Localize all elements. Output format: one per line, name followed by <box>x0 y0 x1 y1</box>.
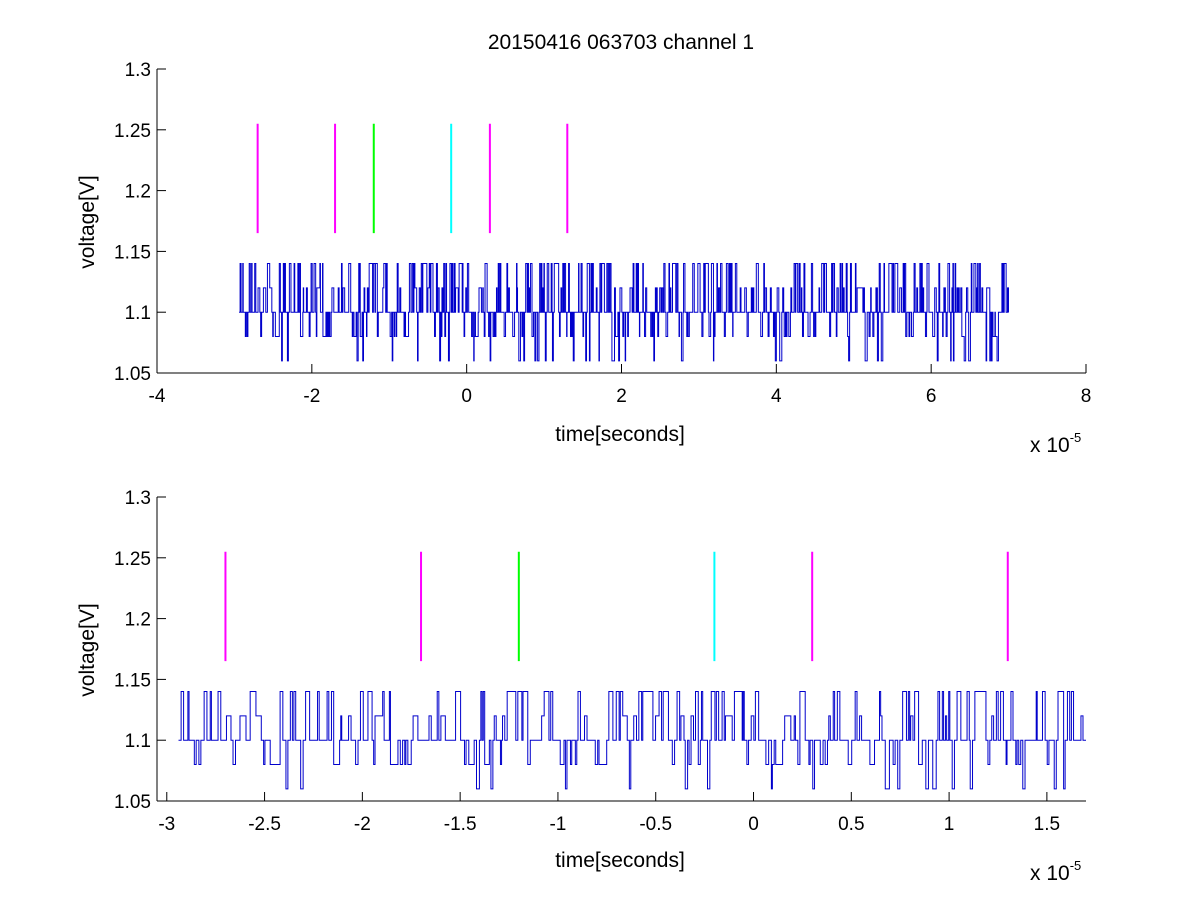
bottom-plot-axes: 1.05 1.1 1.15 1.2 1.25 1.3 -3 -2.5 -2 -1.5 -1 -0.5 0… <box>114 488 1086 835</box>
bottom-y-tick-label: 1.15 <box>114 670 151 691</box>
bottom-plot-signal <box>178 691 1086 790</box>
bottom-y-axis-label: voltage[V] <box>76 603 99 696</box>
chart-title: 20150416 063703 channel 1 <box>488 31 754 54</box>
top-y-tick-label: 1.05 <box>114 364 151 385</box>
top-plot-signal <box>239 263 1009 362</box>
top-plot-axes: 1.05 1.1 1.15 1.2 1.25 1.3 -4 -2 0 2 4 6 8 <box>114 60 1091 407</box>
bottom-x-axis-label: time[seconds] <box>555 849 685 872</box>
bottom-x-tick-label: 0 <box>748 814 759 835</box>
bottom-y-tick-label: 1.05 <box>114 792 151 813</box>
bottom-y-tick-label: 1.3 <box>125 488 151 509</box>
bottom-x-tick-label: 1 <box>944 814 955 835</box>
top-plot: 20150416 063703 channel 1 1.05 1.1 1.15 1.2… <box>76 31 1091 457</box>
top-x-multiplier: x 10 <box>1030 434 1070 457</box>
top-y-tick-label: 1.3 <box>125 60 151 81</box>
bottom-x-tick-label: 0.5 <box>838 814 864 835</box>
bottom-y-tick-label: 1.2 <box>125 610 151 631</box>
bottom-x-tick-label: -0.5 <box>639 814 672 835</box>
bottom-x-tick-label: -1 <box>549 814 566 835</box>
bottom-x-exponent-label: x 10-5 <box>1030 858 1081 885</box>
top-x-axis-label: time[seconds] <box>555 423 685 446</box>
bottom-x-tick-label: -1.5 <box>444 814 477 835</box>
bottom-x-tick-label: -2.5 <box>248 814 281 835</box>
top-x-tick-label: 6 <box>926 386 937 407</box>
bottom-x-multiplier: x 10 <box>1030 862 1070 885</box>
top-x-tick-label: 4 <box>771 386 782 407</box>
top-x-exponent: -5 <box>1070 430 1082 445</box>
bottom-plot-markers <box>224 551 1009 662</box>
top-y-tick-label: 1.25 <box>114 121 151 142</box>
top-x-tick-label: 8 <box>1081 386 1092 407</box>
bottom-y-tick-label: 1.25 <box>114 549 151 570</box>
top-signal-line <box>239 263 1009 362</box>
bottom-y-tick-label: 1.1 <box>125 731 151 752</box>
bottom-plot: 1.05 1.1 1.15 1.2 1.25 1.3 -3 -2.5 -2 -1.5 -1 -0.5 0… <box>76 488 1086 885</box>
top-x-exponent-label: x 10-5 <box>1030 430 1081 457</box>
bottom-x-exponent: -5 <box>1070 858 1082 873</box>
top-y-tick-label: 1.15 <box>114 242 151 263</box>
top-y-tick-label: 1.1 <box>125 303 151 324</box>
top-x-tick-label: -4 <box>149 386 166 407</box>
top-y-tick-label: 1.2 <box>125 182 151 203</box>
bottom-x-tick-label: 1.5 <box>1034 814 1060 835</box>
top-plot-markers <box>256 123 569 234</box>
top-x-tick-label: 2 <box>616 386 627 407</box>
top-y-axis-label: voltage[V] <box>76 175 99 268</box>
bottom-signal-line <box>178 691 1086 790</box>
bottom-x-tick-label: -2 <box>354 814 371 835</box>
top-x-tick-label: -2 <box>303 386 320 407</box>
bottom-x-tick-label: -3 <box>158 814 175 835</box>
top-x-tick-label: 0 <box>461 386 472 407</box>
